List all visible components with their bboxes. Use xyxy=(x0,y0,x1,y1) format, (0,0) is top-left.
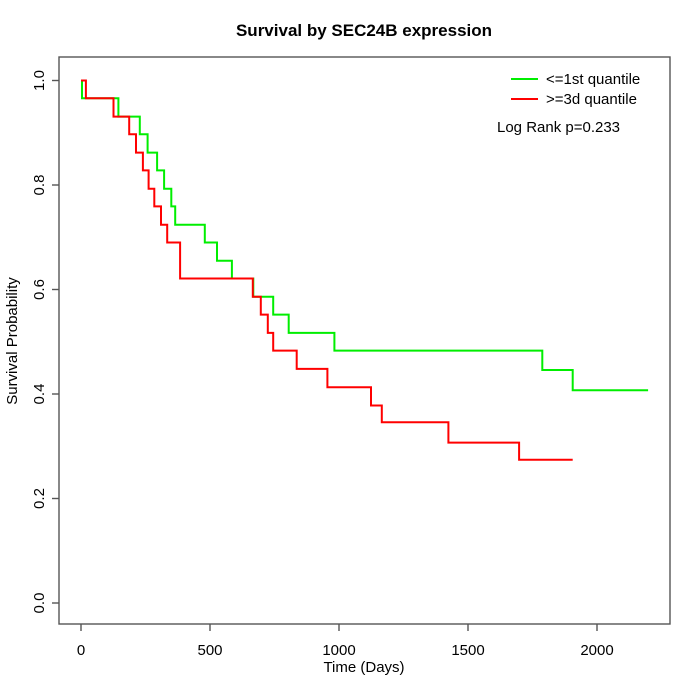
y-axis-ticks: 0.0 0.2 0.4 0.6 0.8 1.0 xyxy=(31,70,59,613)
survival-curve-first-quantile xyxy=(81,79,649,392)
survival-curve-third-quantile xyxy=(81,79,573,461)
survival-curves xyxy=(81,79,649,461)
x-tick-label: 1500 xyxy=(451,642,484,659)
y-tick-label: 0.8 xyxy=(31,175,48,196)
log-rank-pvalue: Log Rank p=0.233 xyxy=(497,119,620,136)
x-tick-label: 0 xyxy=(77,642,85,659)
y-axis-title: Survival Probability xyxy=(4,277,21,405)
y-tick-label: 0.0 xyxy=(31,593,48,614)
x-axis-ticks: 0 500 1000 1500 2000 xyxy=(77,624,614,659)
y-tick-label: 0.4 xyxy=(31,384,48,405)
plot-box xyxy=(58,56,671,625)
x-axis-title: Time (Days) xyxy=(323,659,404,676)
y-tick-label: 0.2 xyxy=(31,488,48,509)
x-tick-label: 2000 xyxy=(580,642,613,659)
x-tick-label: 1000 xyxy=(322,642,355,659)
y-tick-label: 0.6 xyxy=(31,279,48,300)
legend: <=1st quantile >=3d quantile Log Rank p=… xyxy=(497,71,640,136)
page-title: Survival by SEC24B expression xyxy=(236,21,492,40)
legend-label-third-quantile: >=3d quantile xyxy=(546,91,637,108)
legend-label-first-quantile: <=1st quantile xyxy=(546,71,640,88)
x-tick-label: 500 xyxy=(197,642,222,659)
y-tick-label: 1.0 xyxy=(31,70,48,91)
